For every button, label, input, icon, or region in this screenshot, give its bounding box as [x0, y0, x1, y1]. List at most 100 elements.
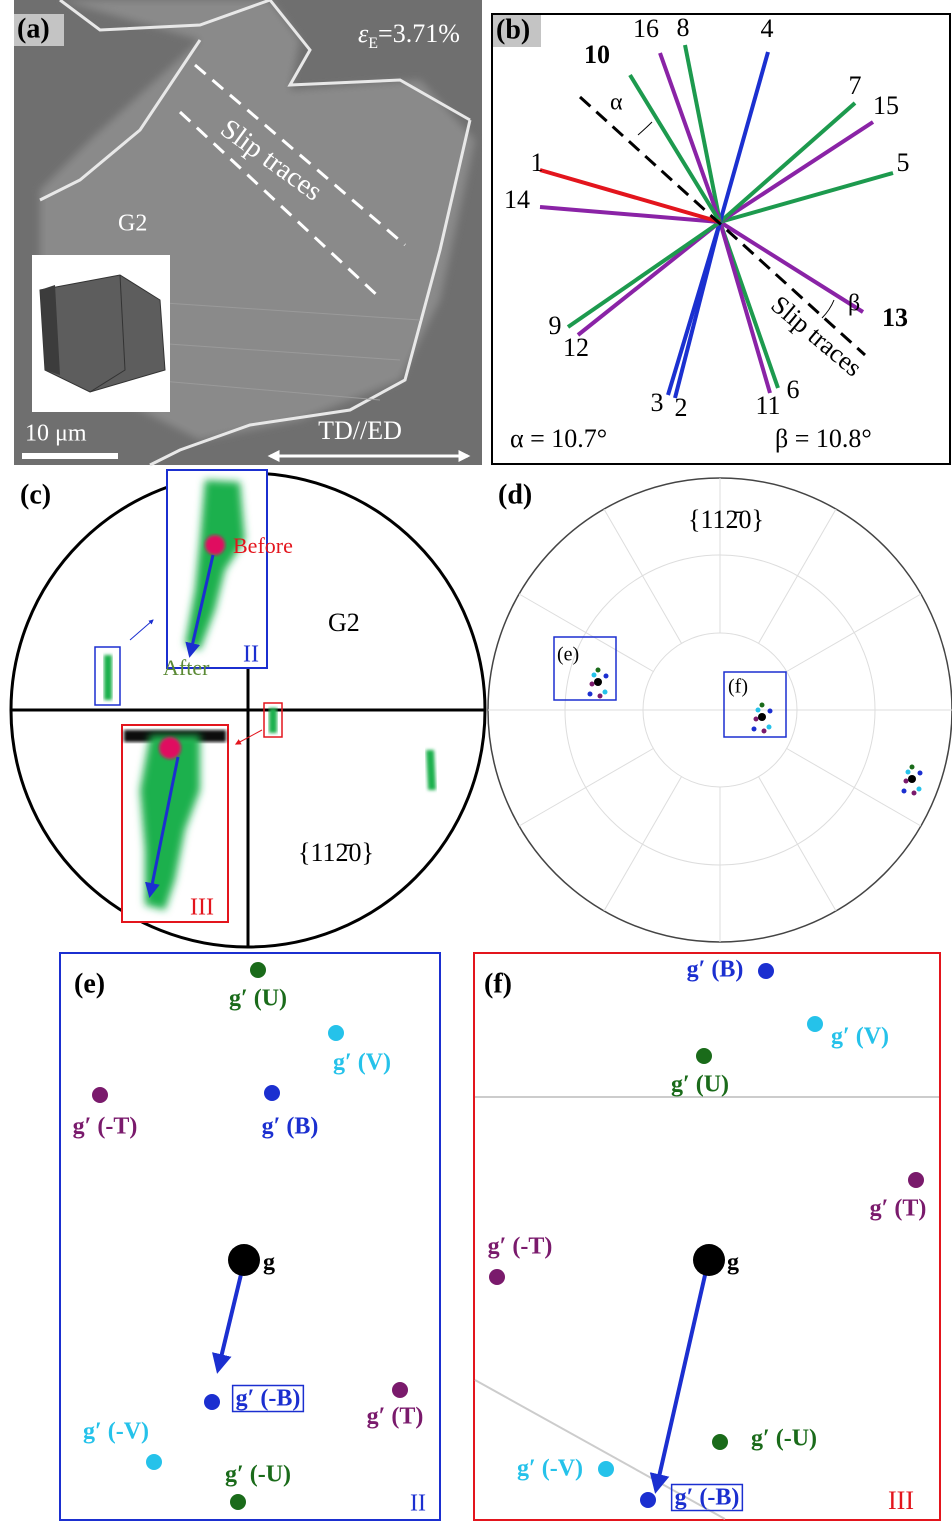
trace-label: 14	[504, 185, 530, 214]
before-label: Before	[233, 533, 293, 558]
region-label: III	[888, 1486, 914, 1515]
spot	[904, 779, 909, 784]
beta-symbol: β	[848, 291, 860, 317]
g-prime-spot	[328, 1025, 344, 1041]
spot	[767, 725, 772, 730]
g-prime-spot	[598, 1461, 614, 1477]
orientation-spread	[104, 655, 112, 700]
g-prime-label: g′ (T)	[367, 1404, 424, 1430]
page: (a) εE=3.71% Slip traces G2 10 μm TD//ED…	[0, 0, 952, 1525]
g-prime-label: g′ (B)	[262, 1114, 319, 1140]
g-prime-label: g′ (-B)	[236, 1386, 301, 1412]
spot	[596, 668, 601, 673]
g-prime-label: g′ (U)	[671, 1072, 729, 1098]
g-prime-spot	[204, 1394, 220, 1410]
panel-c: (c) Before After II G2 III {112̄0}	[11, 470, 485, 947]
g-prime-label: g′ (-T)	[73, 1114, 138, 1140]
strain-value: =3.71%	[378, 19, 460, 48]
panel-d: (d) {112̄0} (e) (f)	[488, 478, 952, 942]
g-spot	[228, 1244, 260, 1276]
spot	[910, 765, 915, 770]
trace-label: 16	[633, 14, 659, 43]
g-prime-spot	[92, 1087, 108, 1103]
panel-label: (d)	[498, 479, 532, 510]
trace-label: 3	[651, 388, 664, 417]
grain-label: G2	[328, 608, 360, 637]
scale-bar-label: 10 μm	[25, 421, 87, 447]
g-prime-label: g′ (-T)	[488, 1234, 553, 1260]
spot	[588, 692, 593, 697]
after-label: After	[163, 655, 210, 680]
g-prime-label: g′ (-U)	[225, 1462, 291, 1488]
panel-e: (e) g II g′ (U)g′ (V)g′ (-T)g′ (B)g′ (-B…	[60, 953, 440, 1520]
before-spot	[205, 535, 225, 555]
g-prime-spot	[392, 1382, 408, 1398]
orientation-spread	[269, 708, 277, 733]
spot	[917, 787, 922, 792]
panel-label: (c)	[20, 479, 51, 510]
spot	[754, 717, 759, 722]
plane-label: {112̄0}	[688, 505, 764, 534]
spot	[603, 690, 608, 695]
spot	[590, 682, 595, 687]
spot	[760, 703, 765, 708]
trace-label: 11	[755, 391, 780, 420]
g-prime-spot	[230, 1494, 246, 1510]
g-prime-label: g′ (V)	[831, 1024, 889, 1050]
spot	[604, 674, 609, 679]
trace-label: 1	[531, 148, 544, 177]
g-spot	[758, 713, 766, 721]
region-label: III	[190, 895, 214, 921]
panel-label: (a)	[17, 13, 50, 44]
g-prime-spot	[807, 1016, 823, 1032]
trace-label: 8	[677, 13, 690, 42]
panel-a: (a) εE=3.71% Slip traces G2 10 μm TD//ED	[14, 0, 482, 465]
trace-label: 9	[549, 311, 562, 340]
g-spot	[908, 775, 916, 783]
g-prime-spot	[758, 963, 774, 979]
spot	[906, 770, 911, 775]
spot	[592, 673, 597, 678]
g-prime-spot	[640, 1492, 656, 1508]
panel-label: (e)	[74, 968, 105, 999]
trace-label: 15	[873, 91, 899, 120]
spot	[762, 729, 767, 734]
g-prime-spot	[489, 1269, 505, 1285]
trace-label: 10	[584, 40, 610, 69]
panel-b: (b) α β Slip traces α = 10.7° β = 10.8° …	[492, 13, 950, 464]
g-label: g	[263, 1250, 275, 1276]
spot	[918, 771, 923, 776]
alpha-symbol: α	[610, 90, 623, 116]
panel-label: (f)	[484, 968, 512, 999]
g-spot	[693, 1244, 725, 1276]
g-prime-label: g′ (-V)	[517, 1456, 583, 1482]
g-label: g	[727, 1250, 739, 1276]
g-prime-spot	[908, 1172, 924, 1188]
trace-label: 7	[849, 71, 862, 100]
trace-label: 13	[882, 303, 908, 332]
trace-label: 5	[897, 148, 910, 177]
g-prime-label: g′ (-U)	[751, 1426, 817, 1452]
spot	[752, 727, 757, 732]
g-prime-label: g′ (-V)	[83, 1419, 149, 1445]
grain-label: G2	[118, 211, 147, 237]
spot	[756, 708, 761, 713]
spot	[902, 789, 907, 794]
g-prime-spot	[250, 962, 266, 978]
direction-label: TD//ED	[318, 416, 402, 445]
figure: (a) εE=3.71% Slip traces G2 10 μm TD//ED…	[0, 0, 952, 1525]
g-prime-spot	[696, 1048, 712, 1064]
spot	[912, 791, 917, 796]
plane-label: {112̄0}	[298, 838, 374, 867]
spot	[768, 709, 773, 714]
region-label: II	[410, 1491, 426, 1517]
strain-subscript: E	[368, 35, 378, 52]
region-label: II	[243, 642, 259, 668]
g-spot	[594, 678, 602, 686]
g-prime-label: g′ (B)	[687, 957, 744, 983]
trace-label: 4	[761, 14, 774, 43]
alpha-value: α = 10.7°	[510, 424, 607, 453]
trace-label: 2	[675, 393, 688, 422]
before-spot	[159, 737, 181, 759]
box-label: (e)	[557, 644, 579, 666]
